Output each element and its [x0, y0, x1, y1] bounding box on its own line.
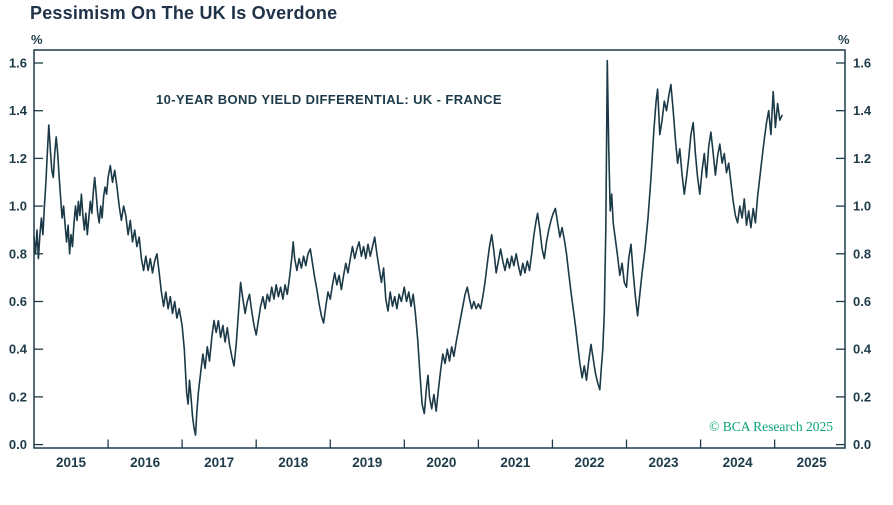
series-label: 10-YEAR BOND YIELD DIFFERENTIAL: UK - FR… — [156, 92, 502, 107]
y-tick-label-right: 1.0 — [853, 199, 871, 214]
y-tick-label-left: 0.2 — [9, 389, 27, 404]
x-tick-label: 2018 — [278, 455, 309, 470]
x-tick-label: 2024 — [723, 455, 754, 470]
y-tick-label-right: 1.2 — [853, 151, 871, 166]
axis-ticks — [34, 62, 845, 448]
y-axis-unit-right: % — [838, 32, 850, 47]
y-tick-label-right: 0.6 — [853, 294, 871, 309]
y-tick-label-right: 0.0 — [853, 437, 871, 452]
y-tick-label-right: 0.4 — [853, 342, 872, 357]
x-tick-label: 2015 — [56, 455, 87, 470]
plot-frame — [33, 49, 846, 449]
x-tick-label: 2016 — [130, 455, 161, 470]
y-axis-unit-left: % — [31, 32, 43, 47]
uk-france-spread-line — [33, 59, 783, 436]
y-axis-left-labels: 0.0 0.2 0.4 0.6 0.8 1.0 1.2 1.4 1.6 — [9, 56, 28, 453]
y-axis-right-labels: 0.0 0.2 0.4 0.6 0.8 1.0 1.2 1.4 1.6 — [853, 56, 872, 453]
y-tick-label-left: 0.4 — [9, 342, 28, 357]
bca-research-watermark: © BCA Research 2025 — [709, 419, 833, 434]
y-tick-label-left: 0.0 — [9, 437, 27, 452]
y-tick-label-left: 1.4 — [9, 103, 28, 118]
y-tick-label-left: 1.0 — [9, 199, 27, 214]
x-tick-label: 2019 — [352, 455, 382, 470]
y-tick-label-right: 0.8 — [853, 246, 871, 261]
y-tick-label-left: 0.6 — [9, 294, 27, 309]
x-tick-label: 2017 — [204, 455, 234, 470]
y-tick-label-right: 1.6 — [853, 56, 871, 71]
x-tick-label: 2021 — [500, 455, 531, 470]
x-tick-label: 2023 — [649, 455, 680, 470]
y-tick-label-left: 1.2 — [9, 151, 27, 166]
x-tick-label: 2020 — [426, 455, 456, 470]
x-axis-year-labels: 2015 2016 2017 2018 2019 2020 2021 2022 2023 2024… — [56, 455, 827, 470]
y-tick-label-right: 0.2 — [853, 389, 871, 404]
y-tick-label-left: 1.6 — [9, 56, 27, 71]
x-tick-label: 2025 — [797, 455, 828, 470]
page-title: Pessimism On The UK Is Overdone — [30, 3, 338, 23]
x-tick-label: 2022 — [574, 455, 604, 470]
y-tick-label-right: 1.4 — [853, 103, 872, 118]
y-tick-label-left: 0.8 — [9, 246, 27, 261]
